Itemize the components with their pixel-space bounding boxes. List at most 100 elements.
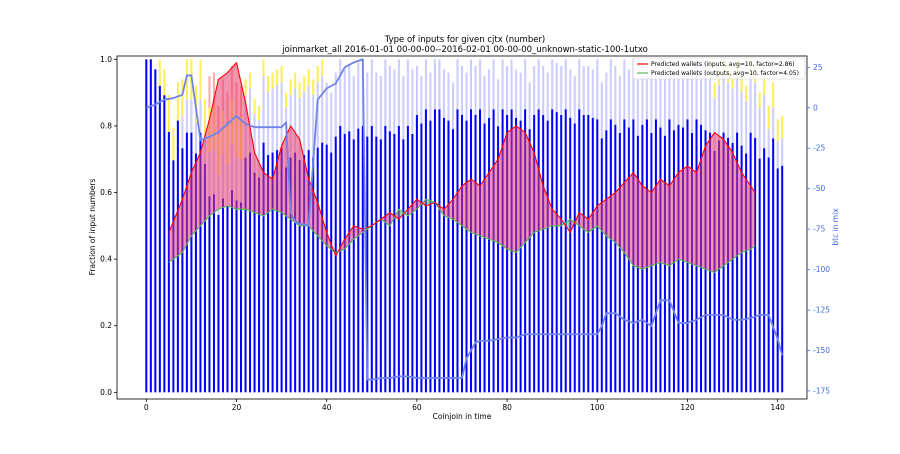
bar-remixed	[497, 79, 500, 127]
bar-remixed	[370, 59, 373, 126]
bar-fresh	[605, 130, 608, 393]
y-tick-label: 0.8	[100, 121, 112, 130]
bar-fresh	[334, 136, 337, 393]
bar-fresh	[736, 132, 739, 393]
bar-fresh	[758, 158, 761, 393]
y-tick-label: 0.2	[100, 321, 112, 330]
bar-fresh	[370, 125, 373, 393]
bar-fresh	[379, 139, 382, 393]
bar-fresh	[262, 142, 265, 393]
x-tick-label: 100	[590, 403, 605, 412]
bar-other	[199, 59, 202, 100]
bar-remixed	[650, 75, 653, 133]
bar-fresh	[352, 139, 355, 393]
bar-remixed	[465, 72, 468, 121]
bar-fresh	[438, 109, 441, 393]
chart-title: Type of inputs for given cjtx (number)	[384, 35, 546, 45]
bar-remixed	[731, 88, 734, 143]
bar-remixed	[397, 59, 400, 126]
bar-remixed	[686, 59, 689, 120]
outputs-wallet-line	[168, 198, 756, 274]
y2-tick-label: -25	[813, 144, 825, 153]
x-tick-label: 40	[322, 403, 332, 412]
bar-remixed	[515, 69, 518, 118]
bar-other	[745, 85, 748, 102]
bar-fresh	[740, 145, 743, 393]
bar-fresh	[194, 153, 197, 393]
legend-label: Predicted wallets (outputs, avg=10, fact…	[651, 70, 799, 77]
bar-remixed	[700, 65, 703, 125]
bar-other	[253, 99, 256, 114]
bar-fresh	[429, 120, 432, 393]
wallet-fill-band	[462, 179, 472, 233]
bar-fresh	[420, 123, 423, 393]
bar-fresh	[406, 125, 409, 393]
bar-fresh	[515, 117, 518, 393]
bar-remixed	[479, 59, 482, 110]
bar-other	[316, 65, 319, 83]
y2-tick-label: -125	[813, 306, 830, 315]
wallet-fill-band	[579, 212, 589, 233]
bar-remixed	[555, 62, 558, 113]
wallet-fill-band	[489, 159, 499, 243]
bar-fresh	[212, 194, 215, 393]
bar-remixed	[339, 59, 342, 126]
wallet-fill-band	[543, 185, 553, 230]
bar-remixed	[424, 59, 427, 110]
bar-fresh	[280, 147, 283, 393]
wallet-fill-band	[705, 132, 715, 273]
bar-remixed	[763, 94, 766, 149]
legend-label: Predicted wallets (inputs, avg=10, facto…	[651, 61, 795, 68]
x-tick-label: 140	[771, 403, 786, 412]
bar-remixed	[632, 59, 635, 120]
bar-other	[285, 92, 288, 108]
bar-remixed	[564, 59, 567, 110]
bar-other	[781, 115, 784, 139]
bar-remixed	[348, 65, 351, 132]
bar-fresh	[181, 148, 184, 393]
y-tick-label: 0.0	[100, 388, 112, 397]
y2-tick-label: -150	[813, 346, 830, 355]
bar-remixed	[528, 82, 531, 130]
bar-remixed	[456, 59, 459, 110]
bar-fresh	[519, 120, 522, 393]
bar-remixed	[551, 59, 554, 110]
bar-fresh	[772, 138, 775, 393]
bar-fresh	[591, 117, 594, 393]
bar-fresh	[149, 59, 152, 393]
y2-tick-label: -75	[813, 225, 825, 234]
bar-fresh	[185, 132, 188, 393]
x-tick-label: 20	[232, 403, 242, 412]
bar-remixed	[623, 59, 626, 120]
bar-remixed	[569, 69, 572, 118]
bar-fresh	[483, 123, 486, 393]
bar-other	[321, 59, 324, 76]
bar-other	[258, 105, 261, 121]
bar-fresh	[330, 152, 333, 393]
bar-other	[176, 82, 179, 121]
bar-other	[294, 72, 297, 89]
wallet-fill-band	[245, 102, 255, 213]
bar-remixed	[447, 72, 450, 121]
bar-fresh	[731, 142, 734, 393]
bar-remixed	[249, 88, 252, 153]
bar-remixed	[560, 65, 563, 115]
bar-fresh	[424, 109, 427, 393]
wallet-fill-band	[678, 165, 688, 263]
bar-remixed	[713, 98, 716, 151]
bar-fresh	[555, 112, 558, 393]
bar-rare	[212, 72, 215, 105]
wallet-fill-band	[272, 145, 282, 213]
bar-fresh	[348, 131, 351, 393]
bar-remixed	[258, 120, 261, 178]
wallet-fill-band	[507, 125, 517, 253]
bar-fresh	[582, 114, 585, 393]
bar-other	[298, 82, 301, 99]
bar-remixed	[618, 75, 621, 133]
wallet-fill-band	[191, 152, 201, 236]
bar-remixed	[384, 59, 387, 126]
bar-remixed	[745, 101, 748, 154]
bar-remixed	[537, 59, 540, 110]
bar-other	[158, 59, 161, 86]
